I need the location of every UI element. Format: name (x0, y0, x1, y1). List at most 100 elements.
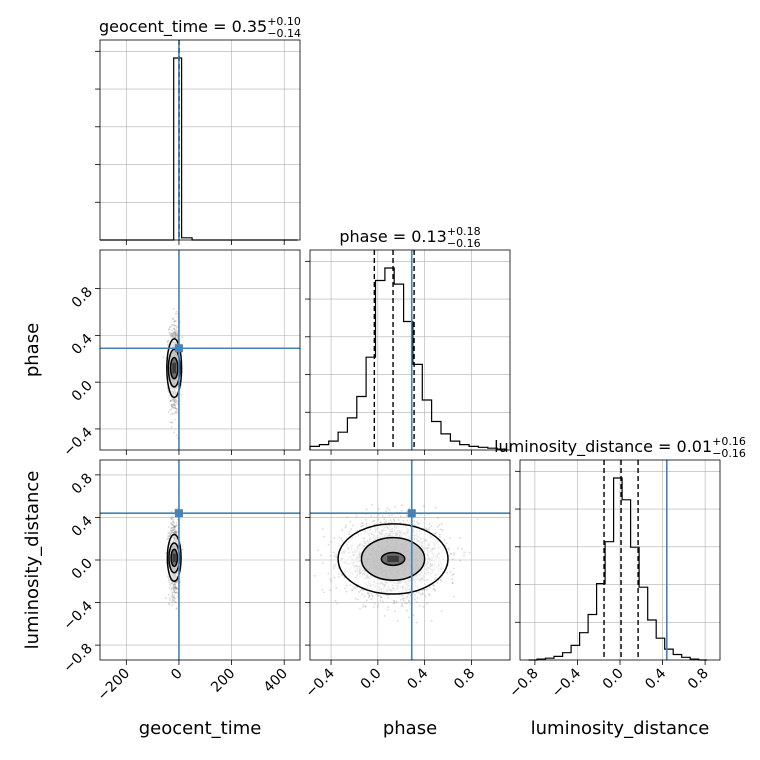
sample-point (168, 597, 171, 600)
sample-point (365, 599, 368, 602)
sample-point (173, 591, 175, 594)
sample-point (432, 584, 435, 587)
sample-point (173, 600, 175, 603)
sample-point (368, 595, 371, 597)
sample-point (175, 407, 178, 410)
sample-point (171, 599, 174, 602)
sample-point (174, 584, 177, 586)
sample-point (172, 518, 174, 521)
sample-point (175, 332, 178, 335)
pair-geocent_time-phase-ytick-label: −0.4 (60, 424, 95, 459)
sample-point (173, 320, 176, 323)
sample-point (175, 530, 178, 533)
sample-point (174, 324, 177, 327)
sample-point (176, 587, 179, 590)
pair-geocent_time-phase-contour-1 (169, 356, 179, 380)
sample-point (175, 601, 177, 603)
sample-point (447, 547, 450, 550)
sample-point (170, 516, 173, 519)
sample-point (399, 521, 402, 524)
sample-point (175, 581, 178, 584)
hist-luminosity_distance-xtick-label: −0.8 (506, 666, 541, 701)
sample-point (176, 334, 178, 337)
sample-point (373, 606, 375, 608)
sample-point (172, 406, 175, 409)
sample-point (173, 332, 175, 335)
sample-point (170, 588, 173, 591)
sample-point (418, 604, 421, 607)
sample-point (167, 535, 169, 538)
pair-geocent_time-luminosity_distance-ytick-label: 0.4 (69, 513, 96, 540)
sample-point (168, 329, 171, 331)
sample-point (171, 586, 174, 589)
pair-geocent_time-luminosity_distance-contour-1 (170, 548, 179, 568)
sample-point (175, 524, 178, 527)
sample-point (173, 431, 176, 434)
title-error-plus: +0.10 (267, 15, 301, 28)
sample-point (327, 543, 330, 546)
sample-point (413, 520, 416, 522)
sample-point (175, 332, 178, 335)
sample-point (348, 530, 351, 533)
sample-point (172, 397, 175, 400)
sample-point (171, 530, 174, 533)
title-value: luminosity_distance = 0.01 (494, 437, 712, 457)
sample-point (363, 589, 365, 592)
sample-point (334, 600, 337, 602)
sample-point (345, 584, 348, 587)
sample-point (361, 593, 364, 596)
title-error-minus: −0.16 (712, 447, 746, 460)
sample-point (171, 335, 174, 338)
sample-point (174, 401, 177, 404)
sample-point (170, 527, 173, 530)
sample-point (174, 592, 177, 594)
sample-point (401, 603, 403, 605)
sample-point (397, 519, 400, 521)
sample-point (180, 393, 183, 396)
sample-point (174, 583, 177, 585)
sample-point (451, 582, 454, 584)
sample-point (443, 538, 446, 541)
sample-point (461, 548, 463, 550)
panel-title-geocent_time: geocent_time = 0.35+0.10 −0.14 (99, 15, 301, 40)
sample-point (351, 524, 354, 527)
sample-point (169, 599, 172, 601)
sample-point (168, 535, 170, 538)
sample-point (385, 520, 387, 523)
pair-geocent_time-luminosity_distance-ytick-label: −0.4 (60, 598, 95, 633)
sample-point (380, 596, 382, 598)
sample-point (174, 525, 177, 528)
sample-point (337, 573, 340, 575)
sample-point (370, 592, 373, 595)
sample-point (169, 326, 172, 329)
sample-point (381, 515, 384, 517)
sample-point (176, 334, 179, 336)
sample-point (167, 340, 169, 343)
sample-point (174, 399, 177, 401)
sample-point (449, 552, 452, 555)
sample-point (425, 527, 428, 529)
sample-point (368, 594, 371, 597)
sample-point (406, 510, 409, 512)
sample-point (173, 584, 175, 587)
sample-point (174, 597, 177, 600)
sample-point (173, 596, 176, 599)
sample-point (388, 521, 390, 524)
sample-point (173, 589, 176, 592)
sample-point (172, 520, 175, 523)
sample-point (169, 400, 172, 402)
x-axis-label-luminosity_distance: luminosity_distance (531, 718, 710, 739)
sample-point (335, 553, 337, 556)
sample-point (175, 434, 178, 437)
sample-point (166, 575, 169, 578)
sample-point (329, 578, 332, 581)
sample-point (407, 599, 410, 602)
sample-point (402, 597, 404, 600)
sample-point (400, 598, 402, 601)
sample-point (170, 333, 173, 336)
sample-point (172, 399, 175, 402)
sample-point (170, 399, 172, 402)
sample-point (179, 581, 182, 584)
sample-point (452, 558, 454, 561)
sample-point (377, 594, 380, 597)
